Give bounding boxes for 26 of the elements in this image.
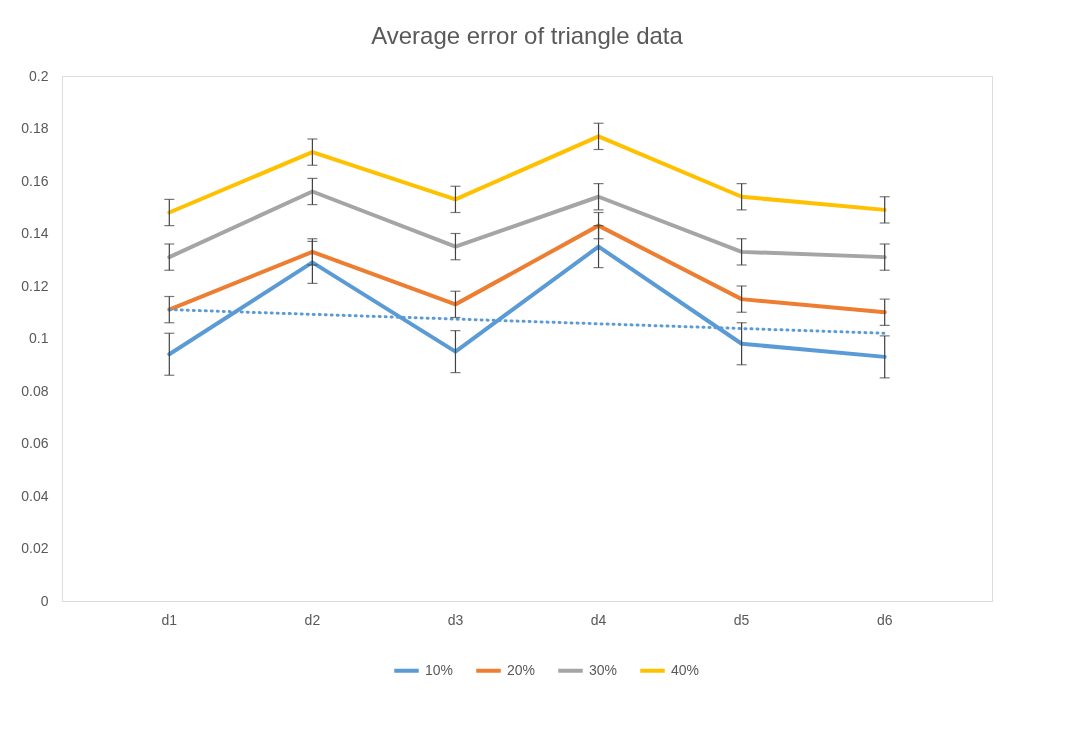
line-series bbox=[167, 223, 887, 315]
x-tick-label: d5 bbox=[733, 611, 750, 628]
y-tick-label: 0.2 bbox=[29, 67, 49, 84]
x-tick-label: d3 bbox=[447, 611, 464, 628]
y-tick-label: 0.16 bbox=[21, 172, 49, 189]
legend-label: 40% bbox=[671, 661, 700, 678]
y-tick-label: 0.06 bbox=[21, 435, 49, 451]
y-tick-label: 0.1 bbox=[29, 330, 49, 346]
y-tick-label: 0.08 bbox=[21, 382, 49, 399]
y-tick-label: 0.02 bbox=[21, 540, 49, 556]
x-tick-label: d4 bbox=[590, 611, 607, 628]
chart-title: Average error of triangle data bbox=[371, 22, 684, 49]
line-series bbox=[167, 189, 887, 260]
x-tick-label: d6 bbox=[876, 611, 893, 628]
legend-label: 20% bbox=[507, 661, 536, 678]
line-series bbox=[167, 244, 887, 359]
line-series bbox=[167, 134, 887, 215]
y-tick-label: 0 bbox=[40, 592, 49, 609]
y-tick-label: 0.14 bbox=[21, 225, 49, 241]
y-tick-label: 0.04 bbox=[21, 487, 49, 504]
y-tick-label: 0.18 bbox=[21, 120, 49, 136]
legend-label: 10% bbox=[425, 661, 454, 678]
x-tick-label: d1 bbox=[161, 611, 178, 628]
x-tick-label: d2 bbox=[304, 611, 321, 628]
legend-label: 30% bbox=[589, 661, 618, 678]
y-tick-label: 0.12 bbox=[21, 277, 49, 294]
